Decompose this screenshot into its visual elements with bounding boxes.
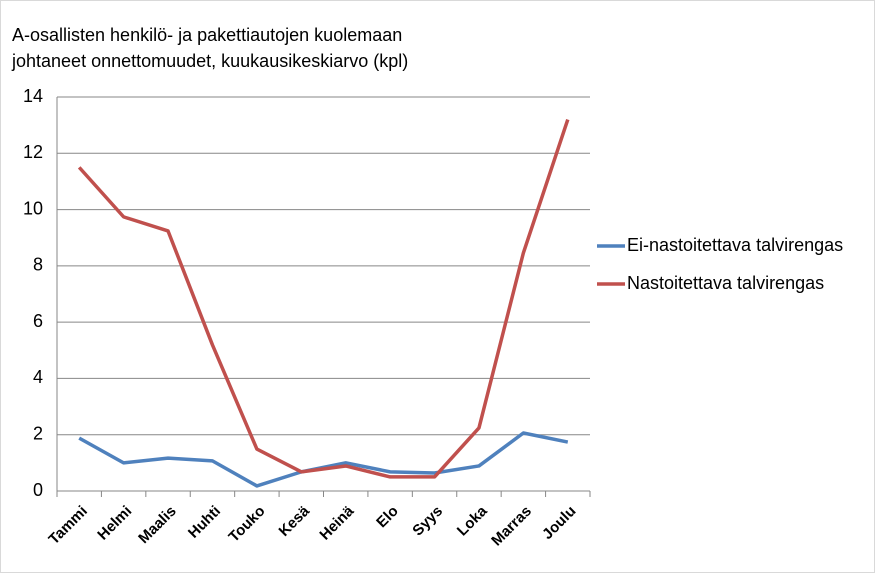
y-tick-label: 0	[33, 480, 43, 500]
line-series	[77, 118, 570, 479]
y-tick-label: 10	[23, 198, 43, 218]
legend-label: Ei-nastoitettava talvirengas	[627, 235, 843, 255]
y-tick-label: 4	[33, 367, 43, 387]
y-tick-label: 8	[33, 255, 43, 275]
legend-label: Nastoitettava talvirengas	[627, 273, 824, 293]
y-tick-label: 12	[23, 142, 43, 162]
y-tick-label: 14	[23, 86, 43, 106]
chart-title: johtaneet onnettomuudet, kuukausikeskiar…	[11, 51, 408, 71]
chart-title: A-osallisten henkilö- ja pakettiautojen …	[12, 25, 402, 45]
y-tick-label: 2	[33, 423, 43, 443]
y-tick-label: 6	[33, 311, 43, 331]
